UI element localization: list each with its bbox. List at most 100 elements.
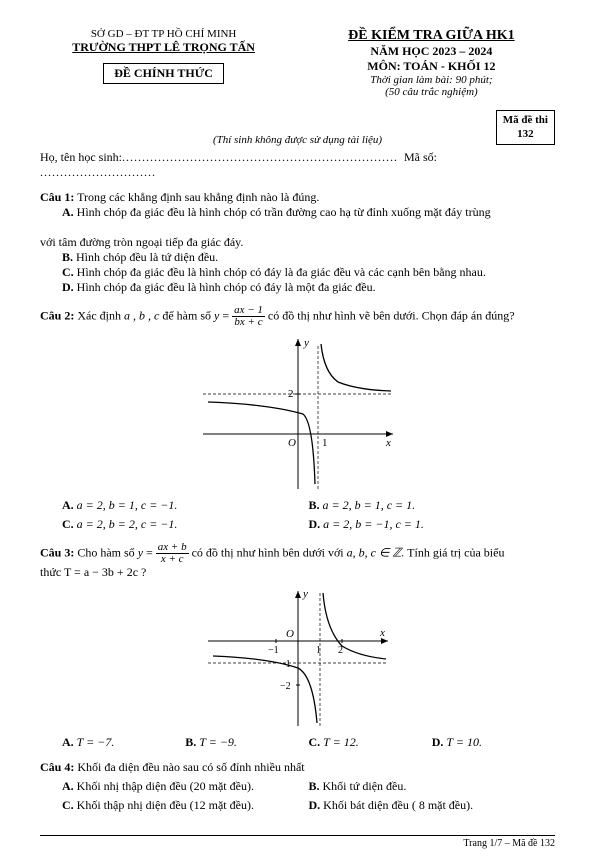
q2-options-row2: C. a = 2, b = 2, c = −1. D. a = 2, b = −… [62,517,555,532]
q3-stem-line2: thức T = a − 3b + 2c ? [40,565,146,579]
exam-page: SỞ GD – ĐT TP HỒ CHÍ MINH TRƯỜNG THPT LÊ… [0,0,595,863]
q3-label: Câu 3: [40,545,74,559]
q4-b-text: Khối tứ diện đều. [323,779,407,793]
q3-opt-d: D. T = 10. [432,735,555,750]
q3-b-text: T = −9. [199,735,237,749]
q1-label: Câu 1: [40,190,74,204]
q4-opt-b: B. Khối tứ diện đều. [309,779,556,794]
question-2: Câu 2: Xác định a , b , c để hàm số y = … [40,305,555,328]
question-3: Câu 3: Cho hàm số y = ax + b x + c có đồ… [40,542,555,580]
q2-opt-c: C. a = 2, b = 2, c = −1. [62,517,309,532]
id-label: Mã số: [404,150,437,164]
q3-opt-c: C. T = 12. [309,735,432,750]
q3-ytick-1: −2 [280,681,291,692]
q1-a-pre: A. [62,205,74,219]
q2-graph: O x y 2 1 [193,334,403,494]
q3-y-axis-label: y [302,588,308,600]
q3-a-pre: A. [62,735,74,749]
q3-c-pre: C. [309,735,321,749]
header-right: ĐỀ KIỂM TRA GIỮA HK1 NĂM HỌC 2023 – 2024… [308,28,555,98]
header-row: SỞ GD – ĐT TP HỒ CHÍ MINH TRƯỜNG THPT LÊ… [40,28,555,98]
notice: (Thí sinh không được sử dụng tài liệu) [40,134,555,146]
q1-opt-a: A. Hình chóp đa giác đều là hình chóp có… [62,205,555,220]
q1-c-pre: C. [62,265,74,279]
q3-xtick-0: −1 [268,645,279,656]
q3-mid: có đồ thị như hình bên dưới với [192,545,344,559]
subject: MÔN: TOÁN - KHỐI 12 [308,59,555,74]
q4-b-pre: B. [309,779,320,793]
department: SỞ GD – ĐT TP HỒ CHÍ MINH [40,28,287,40]
q4-a-pre: A. [62,779,74,793]
question-4: Câu 4: Khối đa diện đều nào sau có số đỉ… [40,760,555,813]
q3-fraction: ax + b x + c [156,542,189,565]
q2-y-tick: 2 [288,388,294,400]
q2-opt-a: A. a = 2, b = 1, c = −1. [62,498,309,513]
q2-c-text: a = 2, b = 2, c = −1. [77,517,178,531]
q2-options-row1: A. a = 2, b = 1, c = −1. B. a = 2, b = 1… [62,498,555,513]
q3-xtick-1: 1 [316,645,321,656]
school-year: NĂM HỌC 2023 – 2024 [308,44,555,59]
q2-x-axis-label: x [385,437,391,449]
q4-c-text: Khối thập nhị diện đều (12 mặt đều). [77,798,254,812]
header-left: SỞ GD – ĐT TP HỒ CHÍ MINH TRƯỜNG THPT LÊ… [40,28,287,84]
q2-d-text: a = 2, b = −1, c = 1. [323,517,424,531]
q1-stem: Trong các khẳng định sau khẳng định nào … [77,190,319,204]
q2-opt-b: B. a = 2, b = 1, c = 1. [309,498,556,513]
q2-b-text: a = 2, b = 1, c = 1. [323,498,416,512]
q2-post: có đồ thị như hình vẽ bên dưới. Chọn đáp… [268,308,515,322]
q1-opt-d: D. Hình chóp đa giác đều là hình chóp có… [62,280,555,295]
q3-origin-label: O [286,628,294,640]
exam-title: ĐỀ KIỂM TRA GIỮA HK1 [308,28,555,44]
q4-d-pre: D. [309,798,321,812]
q2-origin-label: O [288,437,296,449]
q2-pre: Xác định [77,308,121,322]
exam-code-label: Mã đề thi [503,113,548,127]
q2-label: Câu 2: [40,308,74,322]
q3-post: Tính giá trị của biểu [407,545,504,559]
q3-x-axis-label: x [379,627,385,639]
q2-mid: để hàm số [162,308,211,322]
exam-time: Thời gian làm bài: 90 phút; [308,74,555,86]
q2-x-tick: 1 [322,437,328,449]
q3-cond: a, b, c ∈ ℤ. [347,545,405,559]
q2-frac-den: bx + c [232,317,265,328]
id-dots: ............................. [40,165,156,179]
q3-xtick-2: 2 [338,645,343,656]
name-dots: ........................................… [122,150,398,164]
q2-c-pre: C. [62,517,74,531]
q2-vars: a , b , c [124,308,159,322]
student-line: Họ, tên học sinh:.......................… [40,150,555,180]
q3-d-text: T = 10. [446,735,482,749]
q2-opt-d: D. a = 2, b = −1, c = 1. [309,517,556,532]
q1-d-pre: D. [62,280,74,294]
q2-fraction: ax − 1 bx + c [232,305,265,328]
q4-opt-c: C. Khối thập nhị diện đều (12 mặt đều). [62,798,309,813]
question-1: Câu 1: Trong các khẳng định sau khẳng đị… [40,190,555,295]
q3-pre: Cho hàm số [77,545,134,559]
q1-a-tail-row: . với tâm đường tròn ngoại tiếp đa giác … [40,220,555,235]
q3-line2: thức T = a − 3b + 2c ? [40,565,555,580]
q3-d-pre: D. [432,735,444,749]
q1-opt-c: C. Hình chóp đa giác đều là hình chóp có… [62,265,555,280]
q4-label: Câu 4: [40,760,74,774]
exam-code-box: Mã đề thi 132 [496,110,555,145]
q3-opt-b: B. T = −9. [185,735,308,750]
q3-graph: O x y −1 1 2 −1 −2 [198,586,398,731]
q4-row2: C. Khối thập nhị diện đều (12 mặt đều). … [62,798,555,813]
q3-opt-a: A. T = −7. [62,735,185,750]
q2-a-pre: A. [62,498,74,512]
q2-a-text: a = 2, b = 1, c = −1. [77,498,178,512]
q1-a-continue: với tâm đường tròn ngoại tiếp đa giác đá… [40,235,555,250]
q2-b-pre: B. [309,498,320,512]
q3-frac-den: x + c [156,554,189,565]
q4-c-pre: C. [62,798,74,812]
q1-b-pre: B. [62,250,73,264]
q1-c-text: Hình chóp đa giác đều là hình chóp có đá… [77,265,486,279]
q3-c-text: T = 12. [323,735,359,749]
exam-code-value: 132 [503,127,548,141]
q3-ytick-0: −1 [280,659,291,670]
q1-d-text: Hình chóp đa giác đều là hình chóp có đá… [77,280,376,294]
q1-b-text: Hình chóp đều là tứ diện đều. [76,250,218,264]
q3-a-text: T = −7. [77,735,115,749]
q2-y-axis-label: y [303,337,309,349]
